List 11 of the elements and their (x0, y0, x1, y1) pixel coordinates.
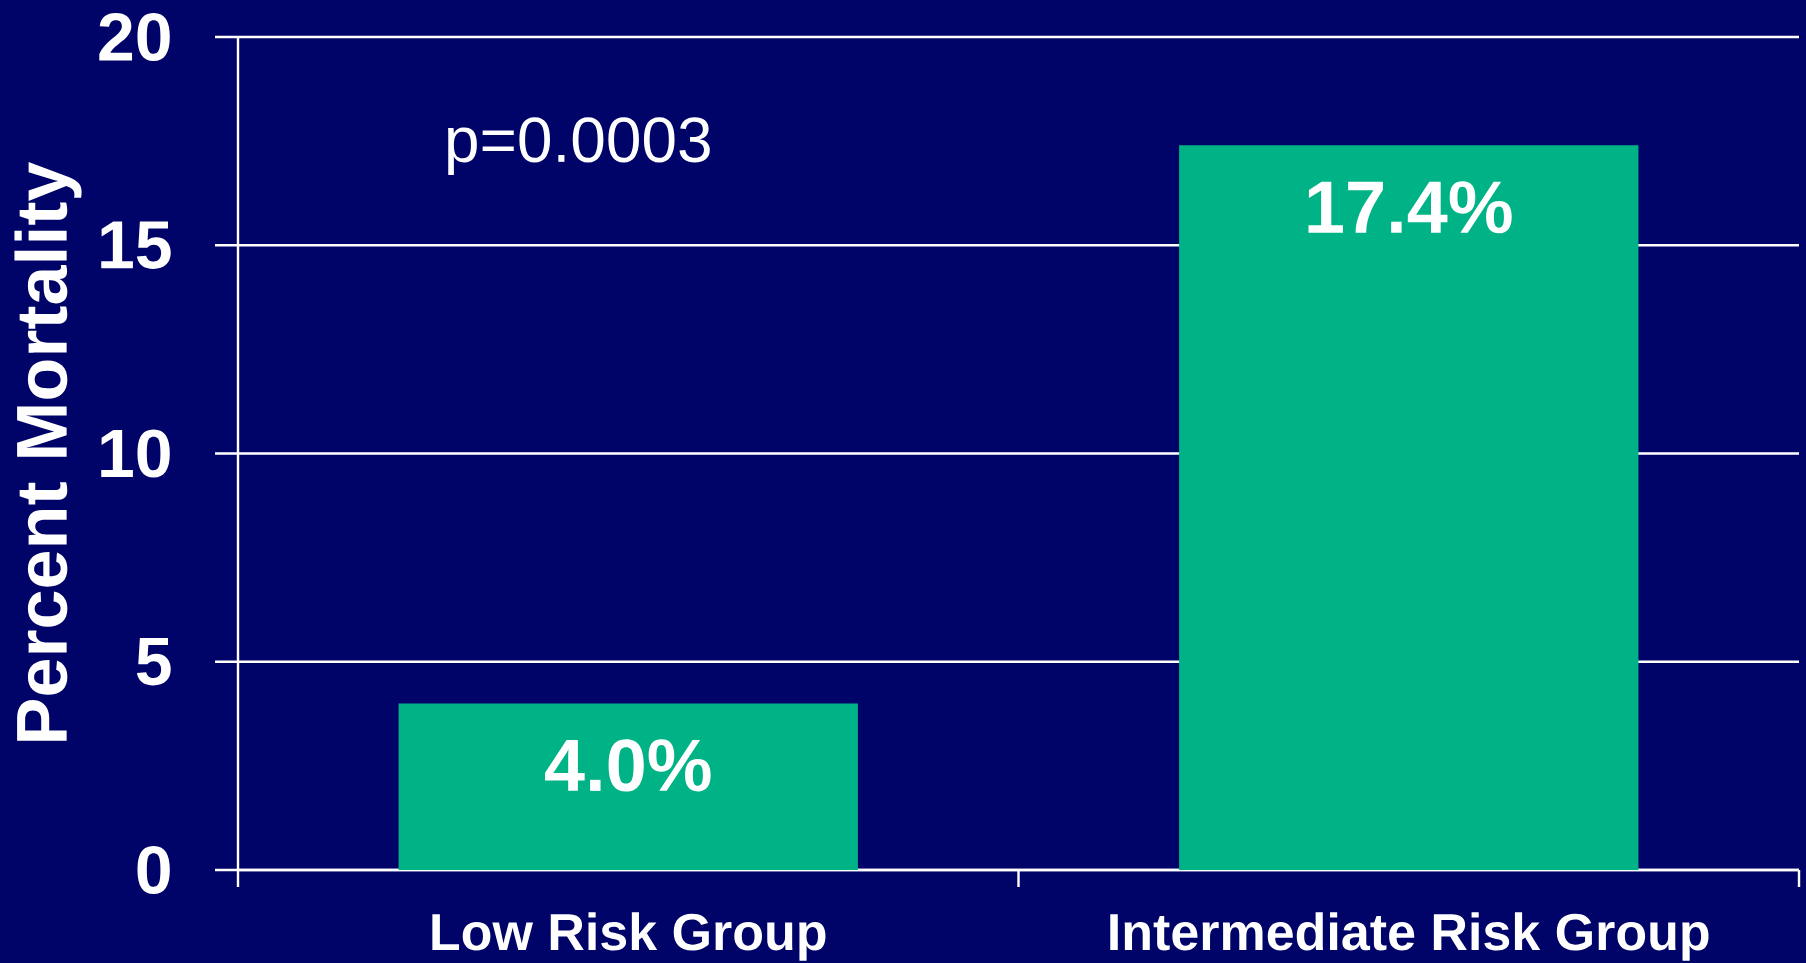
y-tick-label: 15 (101, 221, 171, 269)
y-tick-label: 10 (101, 429, 170, 478)
data-label: 4.0% (545, 739, 711, 792)
x-tick-label: Intermediate Risk Group (1110, 912, 1709, 961)
annotation: p=0.0003 (448, 117, 710, 176)
y-tick-label: 5 (136, 638, 171, 686)
x-tick-label: Low Risk Group (432, 912, 826, 961)
y-tick-label: 0 (137, 845, 170, 895)
data-label: 17.4% (1308, 181, 1512, 234)
y-tick-label: 20 (99, 12, 170, 62)
y-axis-title: Percent Mortality (14, 161, 82, 741)
